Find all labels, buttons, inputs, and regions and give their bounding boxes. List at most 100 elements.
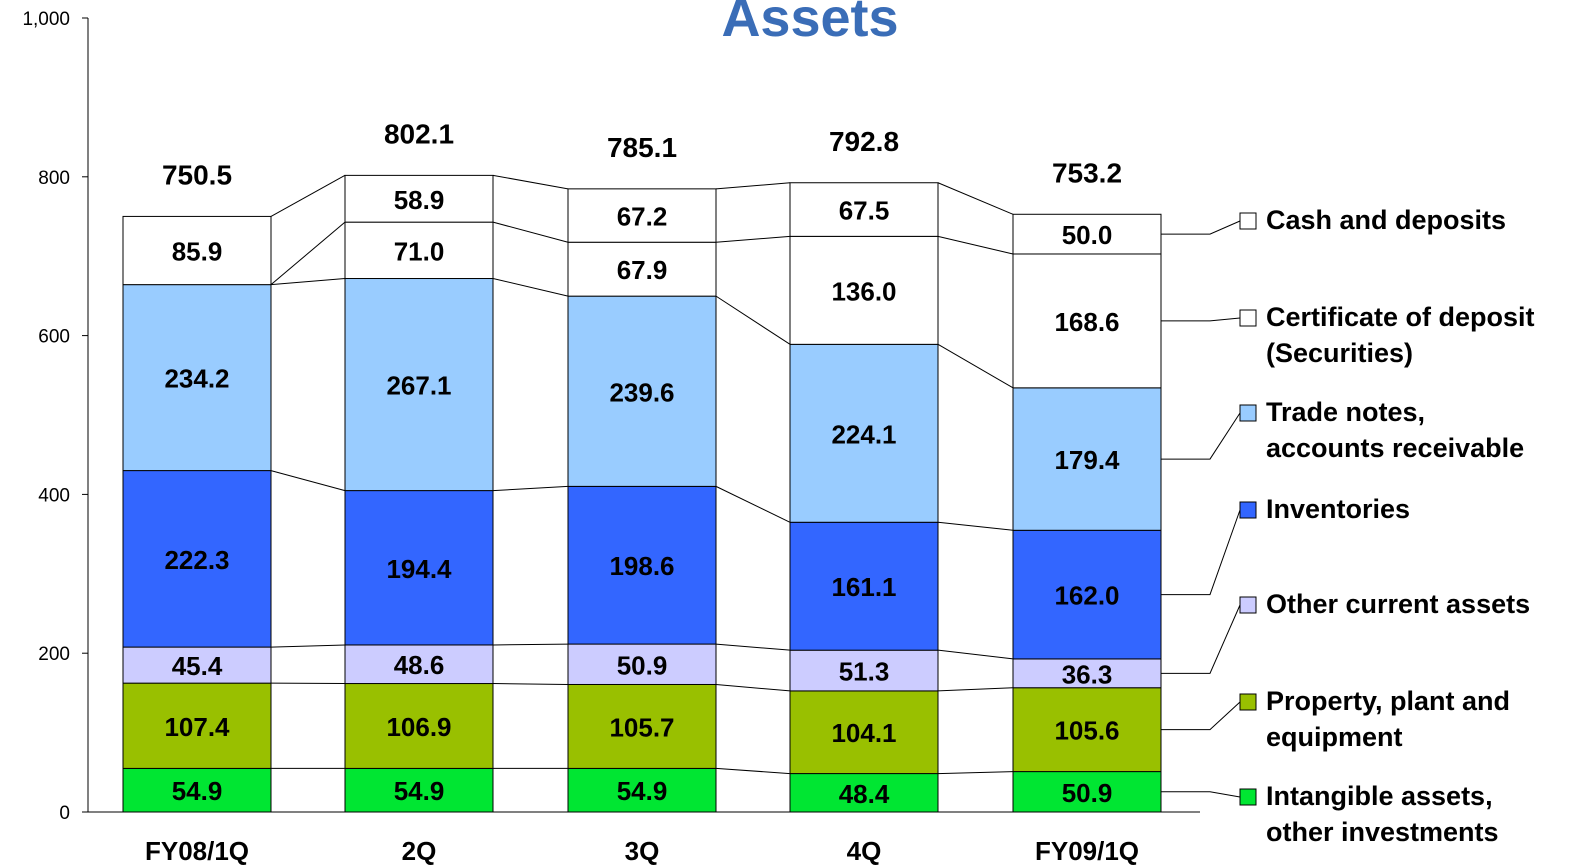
y-tick-label: 1,000 <box>22 9 70 30</box>
leader-line <box>1161 791 1241 798</box>
connector <box>937 521 1014 531</box>
total-label: 785.1 <box>607 132 677 163</box>
legend-swatch <box>1239 693 1257 711</box>
data-label: 54.9 <box>172 776 223 806</box>
x-tick-label: 2Q <box>402 836 437 866</box>
data-label: 234.2 <box>164 364 229 394</box>
connector <box>937 235 1014 255</box>
connector <box>492 278 569 297</box>
data-label: 50.0 <box>1062 220 1113 250</box>
data-label: 107.4 <box>164 712 230 742</box>
y-tick-label: 600 <box>38 327 70 348</box>
legend-swatch <box>1239 596 1257 614</box>
connector <box>492 643 569 646</box>
leader-line <box>1161 412 1241 460</box>
data-label: 105.6 <box>1054 716 1119 746</box>
legend-entry: Cash and deposits <box>1266 205 1507 235</box>
data-label: 267.1 <box>386 371 451 401</box>
data-label: 48.6 <box>394 650 445 680</box>
y-tick-label: 800 <box>38 168 70 189</box>
connector <box>715 485 791 523</box>
connector <box>715 235 791 243</box>
connector <box>270 470 346 492</box>
connector <box>270 174 346 217</box>
bar-segment <box>567 188 717 243</box>
bar-segment <box>122 767 272 813</box>
data-label: 85.9 <box>172 237 223 267</box>
data-label: 45.4 <box>172 651 223 681</box>
connector <box>492 485 569 492</box>
y-tick-label: 0 <box>59 803 70 824</box>
bar-segment <box>122 682 272 769</box>
data-label: 67.2 <box>617 202 668 232</box>
data-label: 105.7 <box>609 712 674 742</box>
data-label: 168.6 <box>1054 307 1119 337</box>
bar-segment <box>1012 213 1162 255</box>
x-tick-label: 3Q <box>625 836 660 866</box>
bar-segment <box>1012 687 1162 773</box>
connector <box>715 182 791 190</box>
y-tick-label: 200 <box>38 644 70 665</box>
connector <box>937 687 1014 692</box>
connector <box>715 683 791 692</box>
bar-segment <box>1012 253 1162 389</box>
connector <box>270 644 346 648</box>
leader-line <box>1161 701 1241 731</box>
leader-line <box>1161 317 1241 322</box>
data-label: 71.0 <box>394 236 445 266</box>
data-label: 58.9 <box>394 185 445 215</box>
x-tick-label: 4Q <box>847 836 882 866</box>
legend-swatch <box>1239 788 1257 806</box>
bar-segment <box>567 241 717 297</box>
legend-swatch <box>1239 404 1257 422</box>
connector <box>270 221 346 286</box>
connector <box>937 649 1014 660</box>
leader-line <box>1161 220 1241 235</box>
connector <box>937 343 1014 389</box>
bar-segment <box>567 485 717 645</box>
data-label: 51.3 <box>839 657 890 687</box>
data-label: 161.1 <box>831 572 896 602</box>
x-tick-label: FY09/1Q <box>1035 836 1139 866</box>
total-label: 792.8 <box>829 126 899 157</box>
bar-segment <box>789 235 939 345</box>
bar-segment <box>1012 529 1162 660</box>
connector <box>937 771 1014 775</box>
bar-segment <box>344 644 494 685</box>
bar-segment <box>789 773 939 813</box>
connector <box>492 683 569 685</box>
bar-segment <box>344 174 494 223</box>
leader-line <box>1161 604 1241 674</box>
legend-swatch <box>1239 212 1257 230</box>
bar-segment <box>344 767 494 813</box>
bar-segment <box>1012 387 1162 531</box>
connector <box>715 767 791 775</box>
bar-segment <box>567 683 717 769</box>
legend-entry: Property, plant and equipment <box>1266 686 1511 752</box>
bar-segment <box>344 221 494 280</box>
data-label: 198.6 <box>609 551 674 581</box>
data-label: 36.3 <box>1062 659 1113 689</box>
legend-entry: Other current assets <box>1266 589 1531 619</box>
total-label: 802.1 <box>384 118 454 149</box>
data-label: 67.9 <box>617 255 668 285</box>
bar-segment <box>1012 771 1162 813</box>
connector <box>715 643 791 651</box>
bar-segment <box>789 649 939 692</box>
legend-swatch <box>1239 501 1257 519</box>
chart-title: Assets <box>721 0 898 48</box>
data-label: 136.0 <box>831 276 896 306</box>
data-label: 162.0 <box>1054 581 1119 611</box>
data-label: 50.9 <box>617 650 668 680</box>
data-label: 48.4 <box>839 779 890 809</box>
connector <box>715 295 791 345</box>
bar-segment <box>567 295 717 487</box>
x-tick-label: FY08/1Q <box>145 836 249 866</box>
data-label: 224.1 <box>831 419 896 449</box>
legend-entry: Trade notes, accounts receivable <box>1266 397 1525 463</box>
legend-entry: Certificate of deposit (Securities) <box>1266 302 1535 368</box>
bar-segment <box>789 690 939 775</box>
bar-segment <box>122 646 272 684</box>
